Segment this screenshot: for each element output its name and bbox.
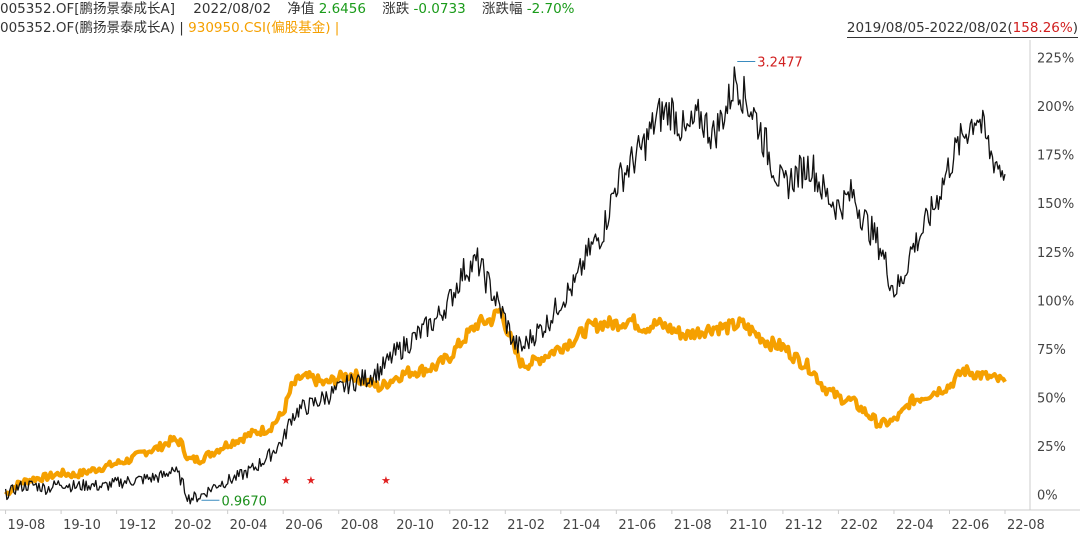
y-axis: 225% 200% 175% 150% 125% 100% 75% 50% 25% 0% xyxy=(1029,40,1074,510)
y-tick-label: 0% xyxy=(1037,488,1058,503)
x-tick-label: 21-06 xyxy=(618,518,656,533)
legend-separator: | xyxy=(179,20,184,36)
legend: 005352.OF(鹏扬景泰成长A) | 930950.CSI(偏股基金) | xyxy=(0,19,339,37)
x-tick-label: 21-08 xyxy=(674,518,712,533)
x-tick-label: 22-08 xyxy=(1007,518,1045,533)
series-layer xyxy=(4,66,1007,505)
nav-label: 净值 xyxy=(287,1,315,17)
range-dates: 2019/08/05-2022/08/02 xyxy=(846,20,1008,36)
y-tick-label: 25% xyxy=(1037,440,1066,455)
annotation-layer: 3.2477 0.9670 ★ ★ ★ xyxy=(201,55,803,509)
x-tick-label: 19-12 xyxy=(119,518,157,533)
range-open: ( xyxy=(1007,20,1013,36)
x-tick-label: 22-06 xyxy=(951,518,989,533)
x-tick-label: 20-06 xyxy=(285,518,323,533)
series-line-index xyxy=(4,307,1007,497)
x-axis: 19-08 19-10 19-12 20-02 20-04 20-06 20-08 20-10… xyxy=(0,509,1080,533)
x-tick-label: 19-08 xyxy=(8,518,46,533)
range-pct: 158.26% xyxy=(1012,20,1073,36)
x-tick-label: 21-12 xyxy=(785,518,823,533)
x-tick-label: 20-02 xyxy=(174,518,212,533)
change-label: 涨跌 xyxy=(382,1,410,17)
min-value-label: 0.9670 xyxy=(221,494,267,509)
legend-index[interactable]: 930950.CSI(偏股基金) xyxy=(188,20,331,36)
pct-label: 涨跌幅 xyxy=(481,1,523,17)
x-tick-label: 21-02 xyxy=(507,518,545,533)
y-tick-label: 150% xyxy=(1037,197,1074,212)
x-tick-label: 20-10 xyxy=(396,518,434,533)
x-tick-label: 21-04 xyxy=(563,518,601,533)
series-line-fund xyxy=(4,66,1006,505)
x-tick-label: 19-10 xyxy=(63,518,101,533)
nav-value: 2.6456 xyxy=(318,1,366,17)
x-tick-label: 21-10 xyxy=(729,518,767,533)
header-line: 005352.OF[鹏扬景泰成长A] 2022/08/02 净值 2.6456 … xyxy=(0,0,575,18)
pct-value: -2.70% xyxy=(526,1,575,17)
legend-fund[interactable]: 005352.OF(鹏扬景泰成长A) xyxy=(0,20,175,36)
y-tick-label: 200% xyxy=(1037,100,1074,115)
y-tick-label: 225% xyxy=(1037,52,1074,67)
fund-code-title: 005352.OF[鹏扬景泰成长A] xyxy=(0,1,175,17)
event-star-marker[interactable]: ★ xyxy=(281,474,291,487)
y-tick-label: 175% xyxy=(1037,149,1074,164)
max-value-label: 3.2477 xyxy=(757,55,803,70)
legend-separator: | xyxy=(334,20,340,36)
y-tick-label: 100% xyxy=(1037,294,1074,309)
y-tick-label: 50% xyxy=(1037,391,1066,406)
date-range[interactable]: 2019/08/05-2022/08/02(158.26%) xyxy=(846,19,1078,38)
y-tick-label: 75% xyxy=(1037,343,1066,358)
y-tick-label: 125% xyxy=(1037,246,1074,261)
event-star-marker[interactable]: ★ xyxy=(306,474,316,487)
x-tick-label: 20-04 xyxy=(230,518,268,533)
change-value: -0.0733 xyxy=(413,1,466,17)
header-date: 2022/08/02 xyxy=(193,1,272,17)
x-tick-label: 22-04 xyxy=(896,518,934,533)
x-tick-label: 20-12 xyxy=(452,518,490,533)
x-tick-label: 22-02 xyxy=(840,518,878,533)
x-tick-label: 20-08 xyxy=(341,518,379,533)
range-close: ) xyxy=(1072,20,1078,36)
event-star-marker[interactable]: ★ xyxy=(381,474,391,487)
